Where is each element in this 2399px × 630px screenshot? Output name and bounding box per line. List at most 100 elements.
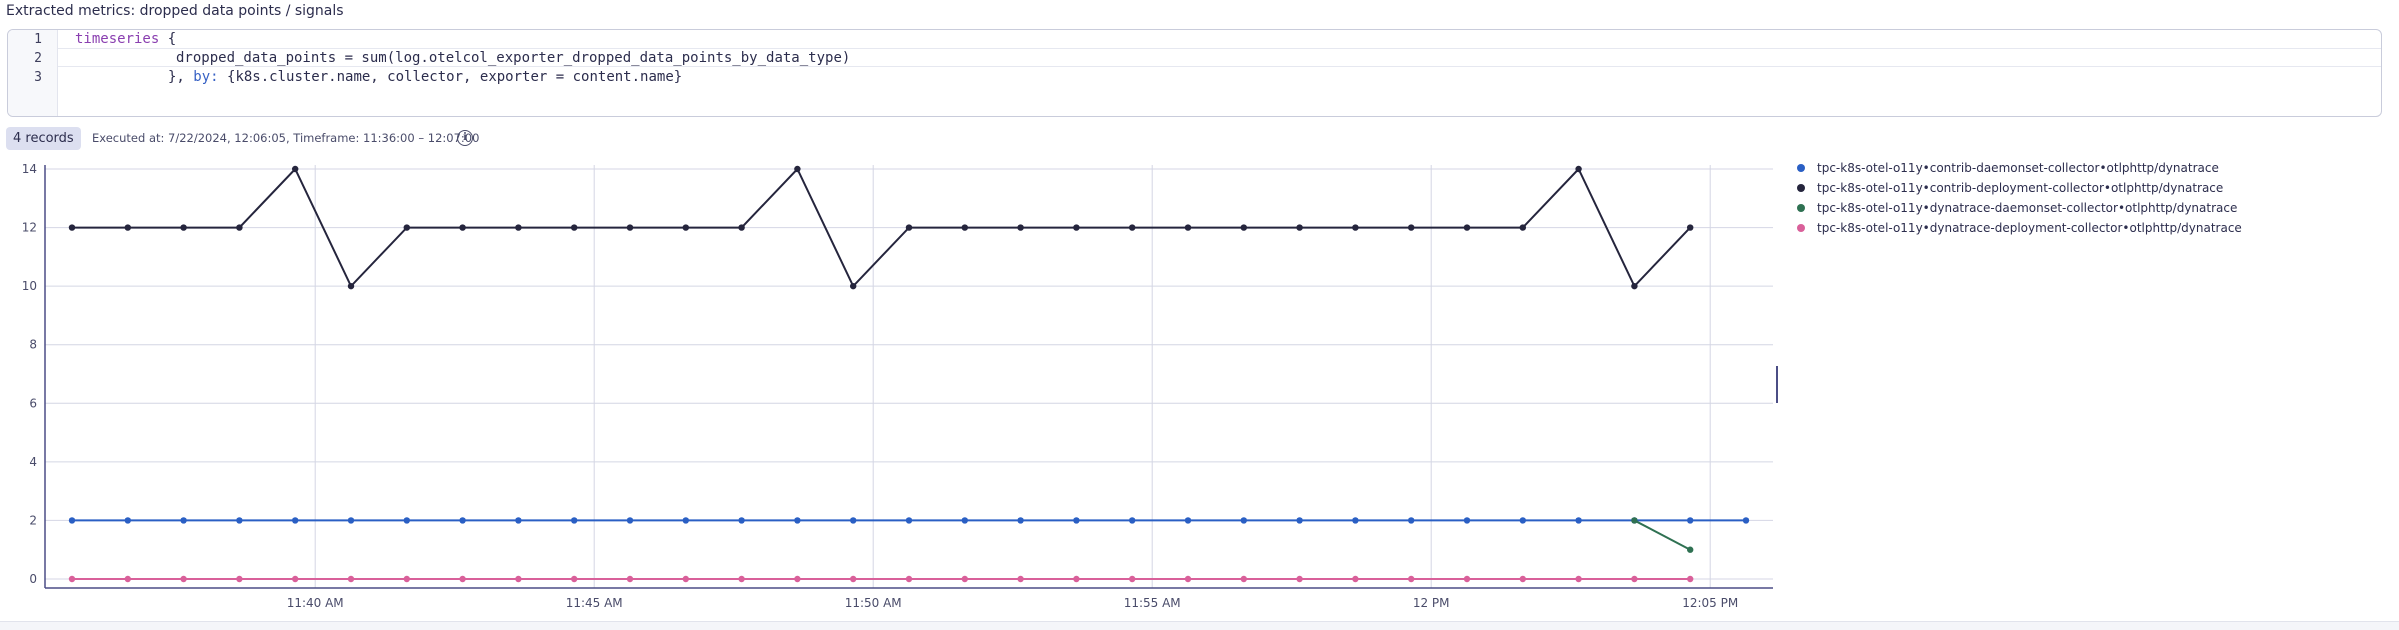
- data-point[interactable]: [292, 575, 299, 583]
- data-point[interactable]: [626, 224, 634, 231]
- data-point[interactable]: [1519, 517, 1527, 524]
- data-point[interactable]: [1742, 517, 1750, 524]
- data-point[interactable]: [347, 575, 355, 583]
- data-point[interactable]: [1575, 165, 1582, 173]
- data-point[interactable]: [403, 517, 410, 524]
- legend-item[interactable]: tpc-k8s-otel-o11y•dynatrace-daemonset-co…: [1790, 198, 2242, 218]
- data-point[interactable]: [68, 575, 76, 583]
- data-point[interactable]: [1073, 224, 1080, 231]
- data-point[interactable]: [682, 224, 689, 231]
- data-point[interactable]: [738, 575, 745, 583]
- code-line-1[interactable]: timeseries {: [75, 31, 176, 47]
- data-point[interactable]: [515, 575, 522, 583]
- data-point[interactable]: [682, 575, 689, 583]
- data-point[interactable]: [571, 224, 578, 231]
- data-point[interactable]: [1296, 224, 1303, 231]
- data-point[interactable]: [1352, 224, 1359, 231]
- data-point[interactable]: [738, 224, 745, 231]
- data-point[interactable]: [1463, 517, 1471, 524]
- data-point[interactable]: [1519, 575, 1527, 583]
- data-point[interactable]: [124, 224, 131, 231]
- data-point[interactable]: [347, 282, 355, 290]
- data-point[interactable]: [1463, 575, 1471, 583]
- data-point[interactable]: [180, 224, 187, 231]
- data-point[interactable]: [794, 575, 801, 583]
- code-line-2[interactable]: dropped_data_points = sum(log.otelcol_ex…: [176, 50, 850, 66]
- data-point[interactable]: [626, 575, 634, 583]
- query-editor[interactable]: 1 2 3 timeseries { dropped_data_points =…: [7, 29, 2382, 117]
- data-point[interactable]: [1017, 575, 1024, 583]
- info-icon[interactable]: i: [457, 130, 473, 146]
- legend-item[interactable]: tpc-k8s-otel-o11y•contrib-deployment-col…: [1790, 178, 2242, 198]
- data-point[interactable]: [459, 224, 466, 231]
- data-point[interactable]: [1575, 517, 1582, 524]
- data-point[interactable]: [1129, 575, 1136, 583]
- data-point[interactable]: [236, 575, 243, 583]
- data-point[interactable]: [961, 517, 968, 524]
- records-count-badge[interactable]: 4 records: [6, 127, 81, 150]
- data-point[interactable]: [1129, 224, 1136, 231]
- data-point[interactable]: [124, 575, 131, 583]
- data-point[interactable]: [571, 517, 578, 524]
- data-point[interactable]: [1352, 575, 1359, 583]
- data-point[interactable]: [1687, 517, 1694, 524]
- data-point[interactable]: [1408, 575, 1415, 583]
- legend-item[interactable]: tpc-k8s-otel-o11y•dynatrace-deployment-c…: [1790, 218, 2242, 238]
- data-point[interactable]: [794, 517, 801, 524]
- data-point[interactable]: [1240, 575, 1248, 583]
- data-point[interactable]: [1352, 517, 1359, 524]
- resize-handle[interactable]: [1776, 366, 1778, 403]
- data-point[interactable]: [403, 224, 410, 231]
- data-point[interactable]: [1017, 517, 1024, 524]
- data-point[interactable]: [571, 575, 578, 583]
- data-point[interactable]: [1631, 575, 1638, 583]
- data-point[interactable]: [850, 282, 857, 290]
- data-point[interactable]: [180, 575, 187, 583]
- data-point[interactable]: [459, 575, 466, 583]
- data-point[interactable]: [850, 517, 857, 524]
- data-point[interactable]: [1408, 517, 1415, 524]
- data-point[interactable]: [459, 517, 466, 524]
- data-point[interactable]: [1017, 224, 1024, 231]
- data-point[interactable]: [961, 575, 968, 583]
- data-point[interactable]: [1129, 517, 1136, 524]
- data-point[interactable]: [124, 517, 131, 524]
- data-point[interactable]: [68, 224, 76, 231]
- data-point[interactable]: [905, 224, 913, 231]
- data-point[interactable]: [1296, 575, 1303, 583]
- data-point[interactable]: [905, 517, 913, 524]
- data-point[interactable]: [682, 517, 689, 524]
- data-point[interactable]: [738, 517, 745, 524]
- data-point[interactable]: [1073, 575, 1080, 583]
- data-point[interactable]: [1631, 282, 1638, 290]
- legend-item[interactable]: tpc-k8s-otel-o11y•contrib-daemonset-coll…: [1790, 158, 2242, 178]
- data-point[interactable]: [794, 165, 801, 173]
- data-point[interactable]: [1519, 224, 1527, 231]
- data-point[interactable]: [515, 517, 522, 524]
- data-point[interactable]: [236, 224, 243, 231]
- data-point[interactable]: [180, 517, 187, 524]
- data-point[interactable]: [1184, 224, 1192, 231]
- data-point[interactable]: [1296, 517, 1303, 524]
- data-point[interactable]: [403, 575, 410, 583]
- data-point[interactable]: [1240, 224, 1248, 231]
- data-point[interactable]: [1631, 517, 1638, 524]
- data-point[interactable]: [1184, 575, 1192, 583]
- code-line-3[interactable]: }, by: {k8s.cluster.name, collector, exp…: [168, 69, 682, 85]
- data-point[interactable]: [292, 517, 299, 524]
- data-point[interactable]: [1463, 224, 1471, 231]
- data-point[interactable]: [905, 575, 913, 583]
- data-point[interactable]: [347, 517, 355, 524]
- data-point[interactable]: [1687, 224, 1694, 231]
- data-point[interactable]: [515, 224, 522, 231]
- data-point[interactable]: [1687, 546, 1694, 553]
- data-point[interactable]: [68, 517, 76, 524]
- data-point[interactable]: [1575, 575, 1582, 583]
- timeseries-chart[interactable]: 0 2 4 6 8 10 12 14 11:40 AM 11:45 AM 11:50 AM 11:55…: [0, 150, 1790, 610]
- data-point[interactable]: [961, 224, 968, 231]
- data-point[interactable]: [1687, 575, 1694, 583]
- data-point[interactable]: [1184, 517, 1192, 524]
- data-point[interactable]: [850, 575, 857, 583]
- data-point[interactable]: [236, 517, 243, 524]
- data-point[interactable]: [1240, 517, 1248, 524]
